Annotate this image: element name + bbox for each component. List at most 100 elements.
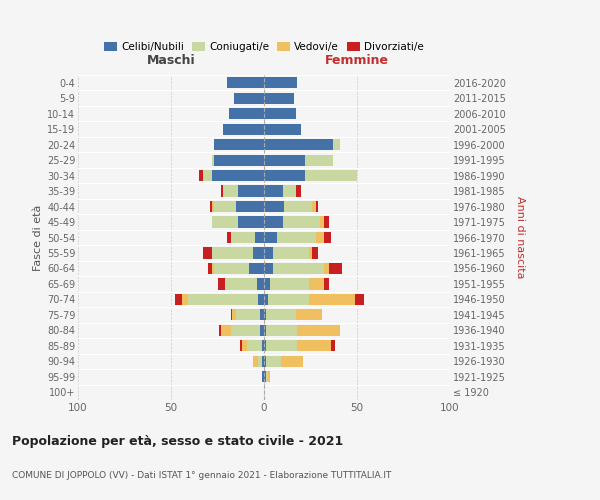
Bar xyxy=(264,356,266,367)
Bar xyxy=(236,310,260,320)
Bar xyxy=(266,310,296,320)
Bar xyxy=(214,201,236,212)
Bar xyxy=(323,216,329,228)
Bar xyxy=(296,186,301,196)
Bar xyxy=(210,201,212,212)
Bar xyxy=(277,232,316,243)
Bar xyxy=(253,356,259,367)
Bar xyxy=(220,325,221,336)
Bar xyxy=(305,154,333,166)
Text: Maschi: Maschi xyxy=(146,54,196,67)
Text: Femmine: Femmine xyxy=(325,54,389,67)
Bar xyxy=(229,108,264,120)
Bar xyxy=(227,232,230,243)
Bar xyxy=(264,278,269,289)
Bar xyxy=(247,340,262,351)
Bar xyxy=(331,340,335,351)
Bar xyxy=(212,216,238,228)
Bar xyxy=(254,232,264,243)
Bar xyxy=(323,278,329,289)
Bar xyxy=(296,310,322,320)
Bar xyxy=(268,371,269,382)
Bar xyxy=(264,340,266,351)
Bar xyxy=(212,154,214,166)
Bar xyxy=(264,310,266,320)
Bar xyxy=(212,170,264,181)
Bar xyxy=(266,371,268,382)
Bar xyxy=(212,263,214,274)
Bar xyxy=(218,278,225,289)
Bar xyxy=(214,139,264,150)
Bar xyxy=(298,340,331,351)
Bar xyxy=(298,325,340,336)
Bar xyxy=(264,201,284,212)
Bar xyxy=(260,310,264,320)
Bar xyxy=(208,263,212,274)
Bar xyxy=(269,278,308,289)
Bar xyxy=(355,294,364,305)
Bar xyxy=(203,248,212,258)
Bar xyxy=(268,294,308,305)
Bar xyxy=(333,139,340,150)
Bar xyxy=(223,124,264,134)
Bar xyxy=(266,325,298,336)
Bar xyxy=(313,248,318,258)
Bar xyxy=(284,201,313,212)
Bar xyxy=(175,294,182,305)
Bar xyxy=(249,263,264,274)
Bar xyxy=(264,216,283,228)
Bar xyxy=(274,263,323,274)
Bar xyxy=(260,325,264,336)
Bar xyxy=(262,340,264,351)
Bar xyxy=(212,201,214,212)
Bar xyxy=(230,232,254,243)
Bar xyxy=(223,186,238,196)
Bar xyxy=(234,92,264,104)
Bar xyxy=(323,263,329,274)
Bar xyxy=(227,77,264,88)
Bar xyxy=(238,216,264,228)
Bar xyxy=(221,325,230,336)
Bar xyxy=(214,154,264,166)
Bar xyxy=(225,278,257,289)
Bar xyxy=(308,248,313,258)
Bar xyxy=(188,294,259,305)
Bar xyxy=(264,154,305,166)
Bar xyxy=(230,325,260,336)
Bar xyxy=(308,278,323,289)
Bar xyxy=(262,371,264,382)
Bar xyxy=(257,278,264,289)
Bar xyxy=(329,263,342,274)
Bar xyxy=(264,108,296,120)
Bar xyxy=(182,294,188,305)
Bar xyxy=(316,232,323,243)
Bar xyxy=(313,201,316,212)
Bar xyxy=(262,356,264,367)
Text: Popolazione per età, sesso e stato civile - 2021: Popolazione per età, sesso e stato civil… xyxy=(12,435,343,448)
Legend: Celibi/Nubili, Coniugati/e, Vedovi/e, Divorziati/e: Celibi/Nubili, Coniugati/e, Vedovi/e, Di… xyxy=(100,38,428,56)
Bar xyxy=(253,248,264,258)
Bar xyxy=(283,186,296,196)
Bar xyxy=(264,371,266,382)
Bar xyxy=(281,356,303,367)
Y-axis label: Fasce di età: Fasce di età xyxy=(32,204,43,270)
Y-axis label: Anni di nascita: Anni di nascita xyxy=(515,196,525,279)
Bar xyxy=(238,186,264,196)
Bar xyxy=(242,340,247,351)
Bar xyxy=(264,325,266,336)
Bar xyxy=(264,170,305,181)
Bar xyxy=(236,201,264,212)
Bar xyxy=(199,170,203,181)
Bar xyxy=(266,340,298,351)
Bar xyxy=(232,310,236,320)
Bar xyxy=(320,216,323,228)
Bar xyxy=(274,248,308,258)
Bar xyxy=(308,294,355,305)
Bar xyxy=(203,170,212,181)
Text: COMUNE DI JOPPOLO (VV) - Dati ISTAT 1° gennaio 2021 - Elaborazione TUTTITALIA.IT: COMUNE DI JOPPOLO (VV) - Dati ISTAT 1° g… xyxy=(12,470,391,480)
Bar xyxy=(264,124,301,134)
Bar xyxy=(264,186,283,196)
Bar xyxy=(266,356,281,367)
Bar xyxy=(283,216,320,228)
Bar xyxy=(240,340,242,351)
